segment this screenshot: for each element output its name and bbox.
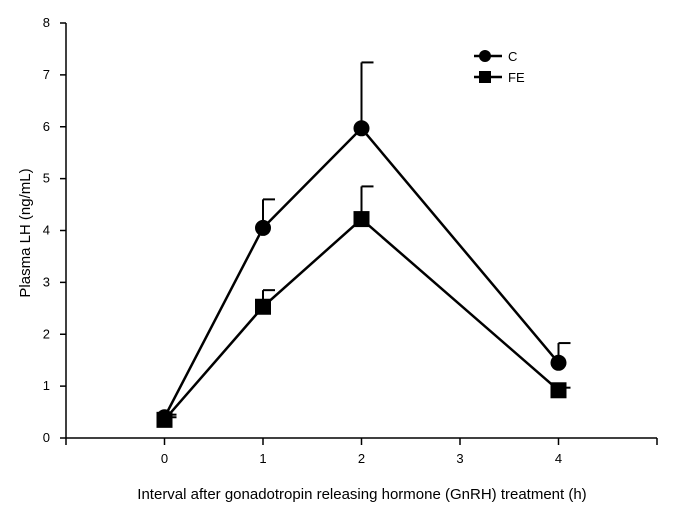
- y-tick-label: 1: [43, 378, 50, 393]
- error-bars: [163, 61, 571, 420]
- series-c-point: [550, 354, 567, 371]
- legend-c-marker: [479, 50, 491, 62]
- y-tick-label: 7: [43, 67, 50, 82]
- series-c-line: [163, 126, 560, 418]
- series-fe-point: [255, 298, 271, 315]
- y-tick-label: 4: [43, 223, 50, 238]
- y-tick-label: 5: [43, 171, 50, 186]
- y-axis-label: Plasma LH (ng/mL): [17, 168, 34, 297]
- y-tick-label: 6: [43, 119, 50, 134]
- x-tick-label: 3: [456, 451, 463, 466]
- y-tick-label: 2: [43, 326, 50, 341]
- x-tick-label: 2: [358, 451, 365, 466]
- y-tick-label: 0: [43, 430, 50, 445]
- legend-c-label: C: [508, 49, 517, 64]
- series-c-point: [255, 219, 271, 236]
- x-axis-label: Interval after gonadotropin releasing ho…: [137, 486, 586, 503]
- series-fe-line: [163, 217, 560, 421]
- series-markers: [156, 120, 567, 428]
- series-c-point: [353, 120, 370, 137]
- series-fe-point: [353, 211, 370, 228]
- legend: C FE: [474, 49, 525, 85]
- x-tick-label: 4: [555, 451, 562, 466]
- y-tick-label: 8: [43, 15, 50, 30]
- series-fe-point: [156, 411, 173, 428]
- y-tick-label: 3: [43, 274, 50, 289]
- x-tick-label: 0: [161, 451, 168, 466]
- series-fe-point: [550, 382, 567, 399]
- legend-fe-label: FE: [508, 70, 525, 85]
- series-lines: [163, 126, 560, 421]
- axes: 0 1 2 3 4 5 6 7 8 0 1 2 3 4: [43, 15, 658, 466]
- x-tick-label: 1: [259, 451, 266, 466]
- legend-fe-marker: [479, 71, 491, 83]
